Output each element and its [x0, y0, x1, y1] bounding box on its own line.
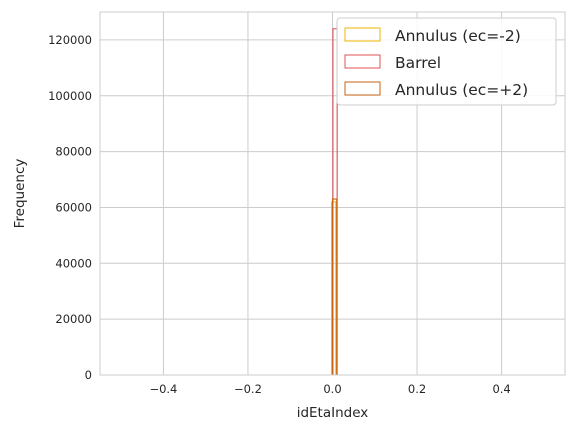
histogram-bars: [331, 28, 338, 375]
y-axis-label: Frequency: [12, 159, 28, 229]
legend-swatch: [344, 27, 381, 42]
y-tick-label: 40000: [55, 256, 92, 270]
legend: Annulus (ec=-2) Barrel Annulus (ec=+2): [336, 17, 557, 106]
x-tick-label: 0.0: [323, 382, 341, 396]
x-tick-label: 0.4: [492, 382, 510, 396]
legend-entry-annulus-minus-2: Annulus (ec=-2): [344, 27, 521, 45]
plot-area: [99, 11, 566, 376]
histogram-bar: [331, 198, 338, 375]
y-tick-label: 120000: [48, 33, 92, 47]
x-tick-label: −0.2: [234, 382, 262, 396]
y-tick-label: 0: [85, 368, 92, 382]
legend-box: [336, 17, 557, 106]
legend-label: Annulus (ec=+2): [395, 81, 528, 99]
x-tick-label: 0.2: [408, 382, 426, 396]
x-tick-label: −0.4: [149, 382, 177, 396]
y-tick-label: 80000: [55, 145, 92, 159]
legend-swatch: [344, 54, 381, 69]
legend-entry-annulus-plus-2: Annulus (ec=+2): [344, 81, 528, 99]
y-axis-ticks: 0 20000 40000 60000 80000 100000 120000: [48, 33, 92, 382]
y-tick-label: 100000: [48, 89, 92, 103]
legend-swatch: [344, 81, 381, 96]
x-axis-ticks: −0.4 −0.2 0.0 0.2 0.4: [149, 382, 510, 396]
legend-label: Barrel: [395, 54, 441, 72]
y-tick-label: 20000: [55, 312, 92, 326]
y-tick-label: 60000: [55, 200, 92, 214]
x-axis-label: idEtaIndex: [297, 405, 369, 421]
histogram-bar: [331, 201, 337, 375]
legend-label: Annulus (ec=-2): [395, 27, 521, 45]
legend-entry-barrel: Barrel: [344, 54, 441, 72]
